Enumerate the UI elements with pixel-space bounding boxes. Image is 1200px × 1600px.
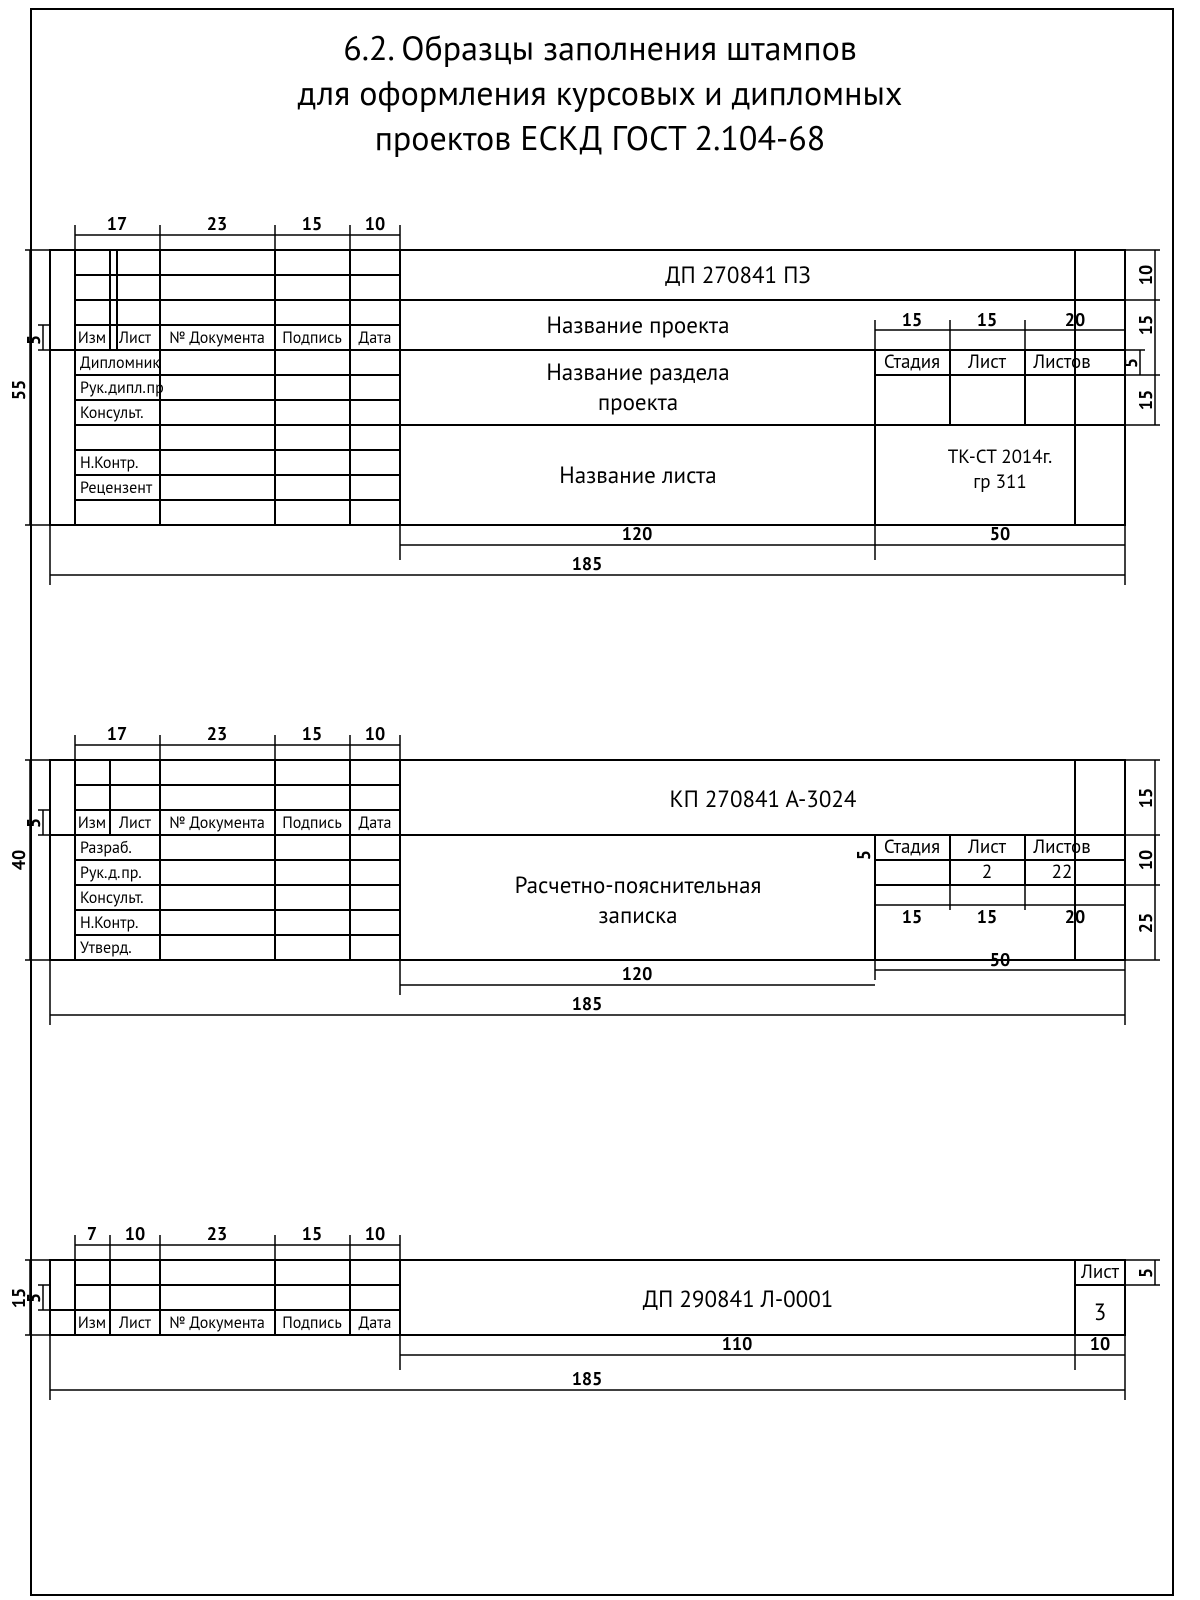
b3-h0: Изм [78, 1313, 106, 1333]
b1-r15b: 15 [1134, 390, 1157, 410]
b2-note2: записка [598, 901, 677, 930]
b1-hdr-doc: № Документа [169, 328, 265, 348]
b2-d15: 15 [302, 722, 322, 745]
b1-r15: 15 [1134, 315, 1157, 335]
b1-code: ДП 270841 ПЗ [665, 261, 811, 290]
b2-r1: Рук.д.пр. [80, 863, 142, 883]
b2-r15: 15 [1134, 788, 1157, 808]
b2-r0: Разраб. [80, 838, 132, 858]
title-line2: для оформления курсовых и дипломных [298, 71, 903, 115]
b3-r5: 5 [1134, 1268, 1157, 1278]
b1-r5: 5 [1119, 358, 1142, 368]
block2-svg: 17 23 15 10 40 5 Изм Лист № Документа По… [0, 710, 1200, 1070]
b2-note1: Расчетно-пояснительная [515, 871, 762, 900]
b1-dim-15: 15 [302, 212, 322, 235]
b1-role-4: Н.Контр. [80, 453, 138, 473]
b1-bot50: 50 [990, 522, 1010, 545]
b3-h1: Лист [118, 1313, 152, 1333]
b2-hdr-3: Подпись [282, 813, 342, 833]
b3-b185: 185 [572, 1367, 603, 1390]
b2-hdr-2: № Документа [169, 813, 265, 833]
b3-l5: 5 [22, 1293, 45, 1303]
b2-d23: 23 [207, 722, 227, 745]
b2-hdr-1: Лист [118, 813, 152, 833]
b3-h3: Подпись [282, 1313, 342, 1333]
b1-role-1: Рук.дипл.пр [80, 378, 164, 398]
b1-bot185: 185 [572, 552, 603, 575]
b3-d15: 15 [302, 1222, 322, 1245]
b1-sd20: 20 [1065, 308, 1085, 331]
b2-r2: Консульт. [80, 888, 144, 908]
b2-l40: 40 [7, 850, 30, 870]
b2-d17: 17 [107, 722, 127, 745]
b2-r3: Н.Контр. [80, 913, 138, 933]
b1-hdr-list: Лист [118, 328, 152, 348]
b1-sec1: Название раздела [546, 358, 729, 387]
b1-dim-10: 10 [365, 212, 385, 235]
b2-r25: 25 [1134, 913, 1157, 933]
title-line1: 6.2. Образцы заполнения штампов [343, 26, 857, 70]
b1-sec2: проекта [598, 388, 678, 417]
b1-org1: ТК-СТ 2014г. [948, 445, 1052, 469]
b2-sd15b: 15 [977, 905, 997, 928]
b2-d10: 10 [365, 722, 385, 745]
block1-svg: 17 23 15 10 55 5 Изм Лист № Документа По… [0, 200, 1200, 600]
b2-l5: 5 [22, 818, 45, 828]
b1-sheet: Название листа [559, 461, 716, 490]
b2-ssv: 22 [1052, 860, 1073, 884]
b1-hdr-izm: Изм [78, 328, 106, 348]
b1-dim-5: 5 [22, 335, 45, 345]
b3-sn: 3 [1094, 1298, 1107, 1327]
b1-bot120: 120 [622, 522, 653, 545]
b1-r10: 10 [1134, 265, 1157, 285]
b3-d10b: 10 [365, 1222, 385, 1245]
b3-d7: 7 [87, 1222, 97, 1245]
b1-dim-23: 23 [207, 212, 227, 235]
b2-b120: 120 [622, 962, 653, 985]
title-line3: проектов ЕСКД ГОСТ 2.104-68 [375, 116, 826, 160]
b1-dim-55: 55 [7, 380, 30, 400]
b3-sl: Лист [1080, 1260, 1119, 1284]
title-svg: 6.2. Образцы заполнения штампов для офор… [0, 0, 1200, 200]
b2-in5: 5 [852, 850, 875, 860]
b3-h4: Дата [359, 1313, 392, 1333]
b2-code: КП 270841 А-3024 [670, 785, 857, 814]
b3-code: ДП 290841 Л-0001 [643, 1285, 834, 1314]
b3-d10: 10 [125, 1222, 145, 1245]
b2-sd20: 20 [1065, 905, 1085, 928]
b1-sd15b: 15 [977, 308, 997, 331]
b2-sd15a: 15 [902, 905, 922, 928]
b1-role-0: Дипломник [80, 353, 160, 373]
b3-b110: 110 [722, 1332, 753, 1355]
block3-svg: 7 10 23 15 10 15 5 Изм Лист № Документа … [0, 1210, 1200, 1470]
b1-hdr-sign: Подпись [282, 328, 342, 348]
b2-stage: Стадия [884, 835, 940, 859]
b1-sd15a: 15 [902, 308, 922, 331]
b2-sheet: Лист [967, 835, 1006, 859]
b1-hdr-date: Дата [359, 328, 392, 348]
b2-r4: Утверд. [80, 938, 132, 958]
b1-dim-17: 17 [107, 212, 127, 235]
b1-lists: Листов [1032, 350, 1090, 374]
b1-role-5: Рецензент [80, 478, 153, 498]
b2-b185: 185 [572, 992, 603, 1015]
b2-sv: 2 [982, 860, 992, 884]
b3-b10: 10 [1090, 1332, 1110, 1355]
b1-org2: гр 311 [973, 470, 1026, 494]
b2-hdr-0: Изм [78, 813, 106, 833]
b2-r10: 10 [1134, 850, 1157, 870]
b1-pname: Название проекта [546, 311, 729, 340]
b2-b50: 50 [990, 948, 1010, 971]
b1-list: Лист [967, 350, 1006, 374]
b3-d23: 23 [207, 1222, 227, 1245]
b1-role-2: Консульт. [80, 403, 144, 423]
b2-sheets: Листов [1032, 835, 1090, 859]
b2-hdr-4: Дата [359, 813, 392, 833]
b3-h2: № Документа [169, 1313, 265, 1333]
b1-stage: Стадия [884, 350, 940, 374]
